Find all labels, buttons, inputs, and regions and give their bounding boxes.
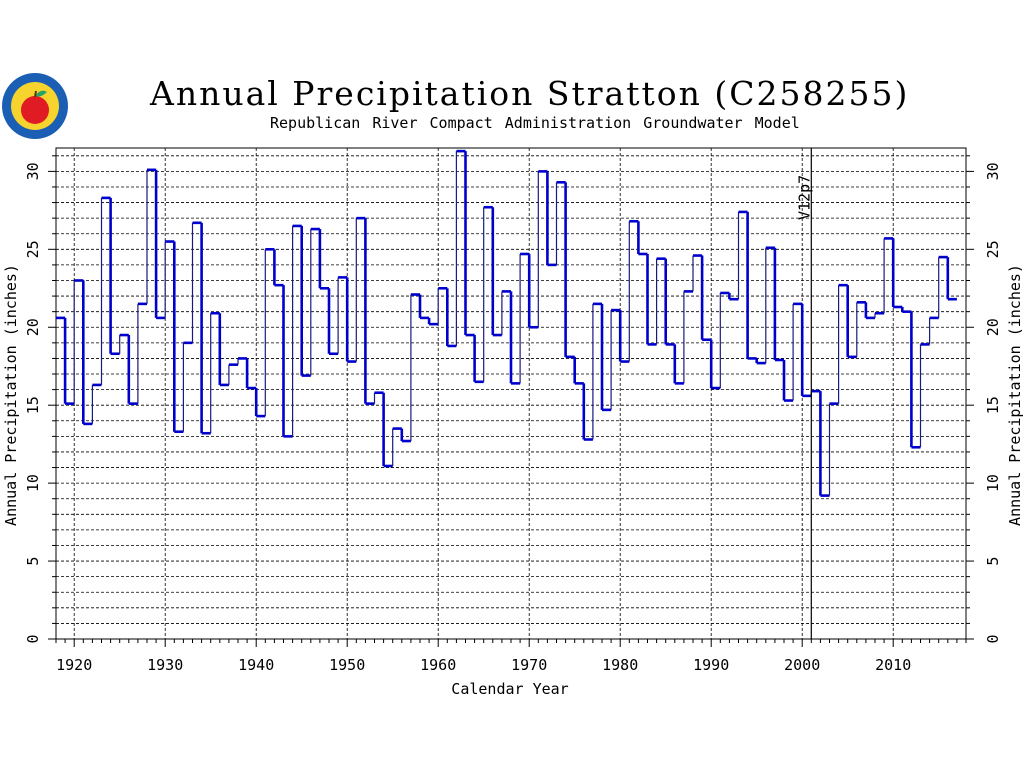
x-tick-label: 1940 bbox=[238, 656, 274, 674]
apple-stem-icon bbox=[34, 90, 37, 98]
chart-title: Annual Precipitation Stratton (C258255) bbox=[150, 74, 910, 113]
y-tick-label-right: 30 bbox=[984, 162, 1002, 180]
x-tick-label: 1950 bbox=[329, 656, 365, 674]
x-axis-label: Calendar Year bbox=[451, 680, 568, 698]
y-axis-label-right: Annual Precipitation (inches) bbox=[1006, 264, 1024, 526]
x-tick-label: 1920 bbox=[56, 656, 92, 674]
version-marker-label: V12p7 bbox=[795, 175, 813, 220]
y-tick-label-right: 15 bbox=[984, 396, 1002, 414]
y-tick-label-left: 0 bbox=[24, 634, 42, 643]
chart-subtitle: Republican River Compact Administration … bbox=[270, 114, 800, 132]
logo bbox=[2, 73, 68, 139]
apple-leaf-icon bbox=[35, 90, 47, 97]
y-tick-label-right: 0 bbox=[984, 634, 1002, 643]
x-tick-label: 1960 bbox=[420, 656, 456, 674]
x-tick-label: 1970 bbox=[511, 656, 547, 674]
y-tick-label-left: 5 bbox=[24, 557, 42, 566]
x-tick-label: 2000 bbox=[784, 656, 820, 674]
axes bbox=[48, 147, 974, 647]
y-tick-label-left: 25 bbox=[24, 240, 42, 258]
x-tick-label: 2010 bbox=[875, 656, 911, 674]
x-tick-label: 1930 bbox=[147, 656, 183, 674]
series-precipitation bbox=[56, 149, 957, 497]
y-tick-label-left: 10 bbox=[24, 474, 42, 492]
y-tick-label-right: 25 bbox=[984, 240, 1002, 258]
x-tick-label: 1980 bbox=[602, 656, 638, 674]
apple-seal-icon bbox=[21, 96, 49, 124]
y-tick-label-left: 30 bbox=[24, 162, 42, 180]
y-tick-label-left: 15 bbox=[24, 396, 42, 414]
y-tick-label-right: 10 bbox=[984, 474, 1002, 492]
y-axis-label-left: Annual Precipitation (inches) bbox=[2, 264, 20, 526]
x-tick-label: 1990 bbox=[693, 656, 729, 674]
annotation: V12p7 bbox=[795, 148, 813, 639]
y-tick-label-right: 20 bbox=[984, 318, 1002, 336]
tick-labels: 0 0 5 5 10 10 15 15 20 20 25 25 30 30 1920 1930 1940 1950… bbox=[24, 162, 1002, 674]
y-tick-label-right: 5 bbox=[984, 557, 1002, 566]
y-tick-label-left: 20 bbox=[24, 318, 42, 336]
